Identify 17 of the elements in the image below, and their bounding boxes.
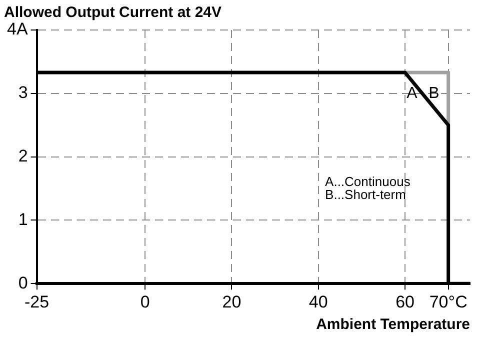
x-tick-label: 20	[222, 292, 242, 312]
annotation: A...Continuous	[325, 174, 411, 189]
annotation: B...Short-term	[325, 186, 406, 202]
x-tick-label: 0	[140, 292, 150, 312]
x-tick-label: -25	[24, 292, 50, 312]
x-tick-label: 40	[308, 292, 328, 312]
annotation: B	[428, 84, 440, 102]
x-axis-title: Ambient Temperature	[316, 316, 470, 334]
y-tick-label: 2	[18, 146, 28, 166]
y-tick-label: 1	[18, 210, 28, 229]
annotation: A	[406, 84, 418, 102]
y-tick-label: 0	[18, 273, 28, 292]
x-tick-label: 70°C	[429, 292, 468, 312]
y-tick-label: 4A	[6, 20, 28, 39]
chart-title: Allowed Output Current at 24V	[4, 4, 222, 22]
y-tick-label: 3	[18, 83, 28, 102]
x-tick-label: 60	[396, 292, 414, 312]
